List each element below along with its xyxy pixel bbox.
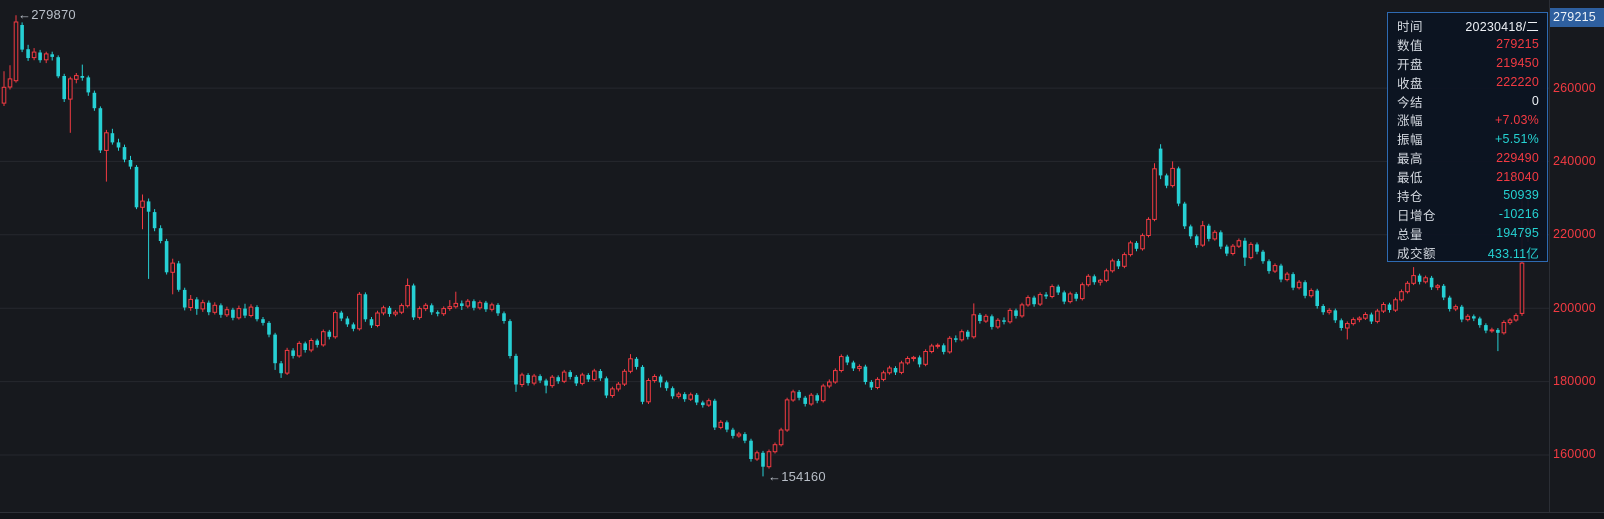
panel-row: 数值 279215 [1397,35,1539,54]
price-axis-label: 160000 [1553,447,1596,462]
panel-value: 218040 [1496,169,1539,184]
panel-label: 成交额 [1397,246,1437,261]
panel-value: 50939 [1503,188,1539,203]
panel-row: 开盘 219450 [1397,54,1539,73]
price-axis-label: 240000 [1553,153,1596,168]
panel-row: 收盘 222220 [1397,73,1539,92]
panel-row: 今结 0 [1397,92,1539,111]
panel-value: 194795 [1496,226,1539,241]
price-axis-label: 200000 [1553,300,1596,315]
panel-row: 振幅 +5.51% [1397,129,1539,148]
panel-value: 222220 [1496,75,1539,90]
panel-label: 时间 [1397,19,1424,34]
panel-row: 持仓 50939 [1397,186,1539,205]
panel-row: 总量 194795 [1397,224,1539,243]
panel-label: 最高 [1397,152,1424,167]
panel-label: 总量 [1397,227,1424,242]
panel-value: 229490 [1496,150,1539,165]
panel-value: +7.03% [1495,112,1539,127]
panel-row: 涨幅 +7.03% [1397,110,1539,129]
info-tooltip-panel: 时间 20230418/二数值 279215 开盘 219450 收盘 222220 今结 0 涨… [1387,12,1548,262]
high-price-annotation: ←279870 [18,7,76,23]
panel-label: 振幅 [1397,133,1424,148]
panel-value: 20230418/二 [1465,19,1539,34]
bottom-strip [0,512,1604,519]
panel-label: 开盘 [1397,57,1424,72]
panel-row: 最高 229490 [1397,148,1539,167]
panel-value: -10216 [1498,207,1539,222]
panel-label: 数值 [1397,38,1424,53]
panel-value: 219450 [1496,56,1539,71]
panel-value: 279215 [1496,37,1539,52]
panel-label: 持仓 [1397,189,1424,204]
low-price-annotation: ←154160 [768,469,826,485]
panel-label: 日增仓 [1397,208,1437,223]
price-axis-label: 180000 [1553,374,1596,389]
panel-label: 最低 [1397,171,1424,186]
panel-row: 日增仓 -10216 [1397,205,1539,224]
panel-value: 0 [1531,94,1539,108]
panel-label: 今结 [1397,95,1424,110]
panel-label: 涨幅 [1397,114,1424,129]
price-axis-label: 260000 [1553,80,1596,95]
price-axis-label: 220000 [1553,227,1596,242]
panel-value: +5.51% [1495,131,1539,146]
panel-label: 收盘 [1397,76,1424,91]
crosshair-price-chip: 279215 [1550,8,1604,28]
panel-row: 时间 20230418/二 [1397,16,1539,35]
panel-row: 最低 218040 [1397,167,1539,186]
panel-row: 成交额 433.11亿 [1397,243,1539,262]
panel-value: 433.11亿 [1487,246,1539,261]
